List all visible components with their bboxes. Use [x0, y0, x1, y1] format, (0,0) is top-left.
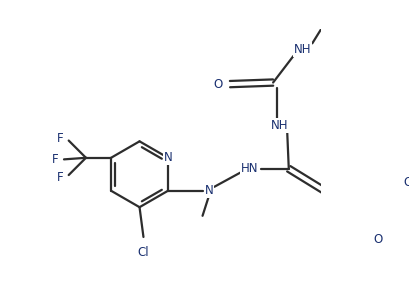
Text: NH: NH — [293, 43, 311, 56]
Text: N: N — [163, 151, 172, 164]
Text: O: O — [212, 77, 222, 91]
Text: F: F — [56, 132, 63, 145]
Text: F: F — [56, 171, 63, 184]
Text: NH: NH — [270, 119, 288, 132]
Text: N: N — [204, 184, 213, 197]
Text: O: O — [373, 233, 382, 246]
Text: F: F — [52, 153, 58, 166]
Text: HN: HN — [240, 162, 258, 175]
Text: Cl: Cl — [137, 246, 149, 259]
Text: O: O — [402, 176, 409, 190]
